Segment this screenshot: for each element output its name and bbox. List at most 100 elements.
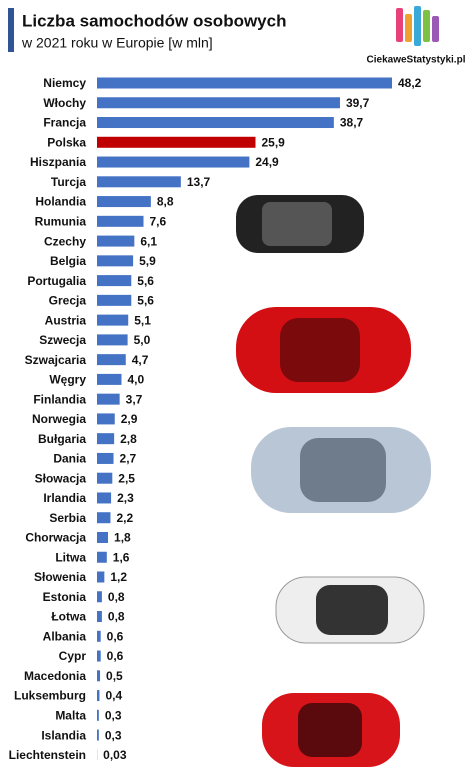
value-label: 39,7 <box>346 96 370 110</box>
value-label: 4,7 <box>132 353 149 367</box>
bar <box>97 77 392 89</box>
bar <box>97 413 115 425</box>
value-label: 0,8 <box>108 590 125 604</box>
category-label: Hiszpania <box>30 155 86 169</box>
category-label: Norwegia <box>32 412 86 426</box>
value-label: 5,9 <box>139 254 156 268</box>
bar <box>97 551 107 563</box>
bar <box>97 531 109 543</box>
bar <box>97 611 102 623</box>
category-label: Serbia <box>49 511 86 525</box>
category-label: Niemcy <box>43 76 86 90</box>
category-label: Szwajcaria <box>25 353 87 367</box>
value-label: 0,8 <box>108 610 125 624</box>
bar <box>97 196 151 208</box>
category-label: Finlandia <box>33 392 86 406</box>
value-label: 1,8 <box>114 531 131 545</box>
bar <box>97 334 128 346</box>
bar <box>97 294 132 306</box>
value-label: 0,3 <box>105 728 122 742</box>
category-label: Portugalia <box>27 274 86 288</box>
value-label: 5,6 <box>137 294 154 308</box>
category-label: Łotwa <box>51 610 86 624</box>
category-label: Grecja <box>49 294 87 308</box>
bar <box>97 512 111 524</box>
value-label: 0,6 <box>107 649 124 663</box>
category-label: Luksemburg <box>14 689 86 703</box>
bar <box>97 709 99 721</box>
bar <box>97 729 99 741</box>
value-label: 1,2 <box>110 570 127 584</box>
value-label: 0,3 <box>105 708 122 722</box>
bar <box>97 314 129 326</box>
category-label: Rumunia <box>35 214 87 228</box>
category-label: Irlandia <box>43 491 86 505</box>
category-label: Macedonia <box>24 669 86 683</box>
chart-subtitle: w 2021 roku w Europie [w mln] <box>21 35 213 51</box>
car-illustrations <box>236 195 431 767</box>
value-label: 5,6 <box>137 274 154 288</box>
category-label: Czechy <box>44 234 86 248</box>
chart-title: Liczba samochodów osobowych <box>22 11 286 30</box>
bar <box>97 591 102 603</box>
bar <box>97 650 101 662</box>
category-label: Malta <box>55 708 86 722</box>
value-label: 8,8 <box>157 195 174 209</box>
value-label: 2,2 <box>116 511 133 525</box>
category-label: Austria <box>45 313 87 327</box>
value-label: 5,0 <box>134 333 151 347</box>
logo-text: CiekaweStatystyki.pl <box>367 55 466 66</box>
bar <box>97 393 120 405</box>
category-label: Chorwacja <box>25 531 86 545</box>
value-label: 2,8 <box>120 432 137 446</box>
bar <box>97 97 340 109</box>
category-label: Francja <box>43 116 86 130</box>
category-label: Słowacja <box>35 471 87 485</box>
value-label: 0,5 <box>106 669 123 683</box>
bar <box>97 670 101 682</box>
category-label: Bułgaria <box>38 432 86 446</box>
value-label: 48,2 <box>398 76 422 90</box>
bar <box>97 630 101 642</box>
category-label: Litwa <box>55 550 86 564</box>
logo: CiekaweStatystyki.pl <box>367 6 466 66</box>
bar <box>97 571 105 583</box>
value-label: 1,6 <box>113 550 130 564</box>
value-label: 2,3 <box>117 491 134 505</box>
value-label: 7,6 <box>150 214 167 228</box>
bar <box>97 492 112 504</box>
value-label: 2,7 <box>120 452 137 466</box>
category-label: Słowenia <box>34 570 86 584</box>
category-label: Cypr <box>59 649 87 663</box>
category-label: Islandia <box>41 728 86 742</box>
category-label: Dania <box>53 452 86 466</box>
bar <box>97 275 132 287</box>
category-label: Węgry <box>49 373 86 387</box>
value-label: 0,6 <box>107 629 124 643</box>
bar <box>97 156 250 168</box>
category-label: Włochy <box>43 96 86 110</box>
bar <box>97 136 256 148</box>
value-label: 5,1 <box>134 313 151 327</box>
value-label: 2,5 <box>118 471 135 485</box>
category-label: Belgia <box>50 254 86 268</box>
bar <box>97 176 181 188</box>
category-label: Estonia <box>43 590 87 604</box>
bar <box>97 117 334 129</box>
category-label: Turcja <box>51 175 86 189</box>
title-accent <box>8 8 14 52</box>
category-label: Liechtenstein <box>9 748 86 762</box>
value-label: 0,4 <box>105 689 122 703</box>
value-label: 24,9 <box>255 155 279 169</box>
bar <box>97 373 122 385</box>
category-label: Holandia <box>35 195 86 209</box>
category-label: Albania <box>43 629 87 643</box>
bar <box>97 235 135 247</box>
value-label: 6,1 <box>140 234 157 248</box>
bar <box>97 472 113 484</box>
value-label: 4,0 <box>127 373 144 387</box>
value-label: 3,7 <box>126 392 143 406</box>
value-label: 0,03 <box>103 748 127 762</box>
value-label: 38,7 <box>340 116 364 130</box>
bar <box>97 255 134 267</box>
